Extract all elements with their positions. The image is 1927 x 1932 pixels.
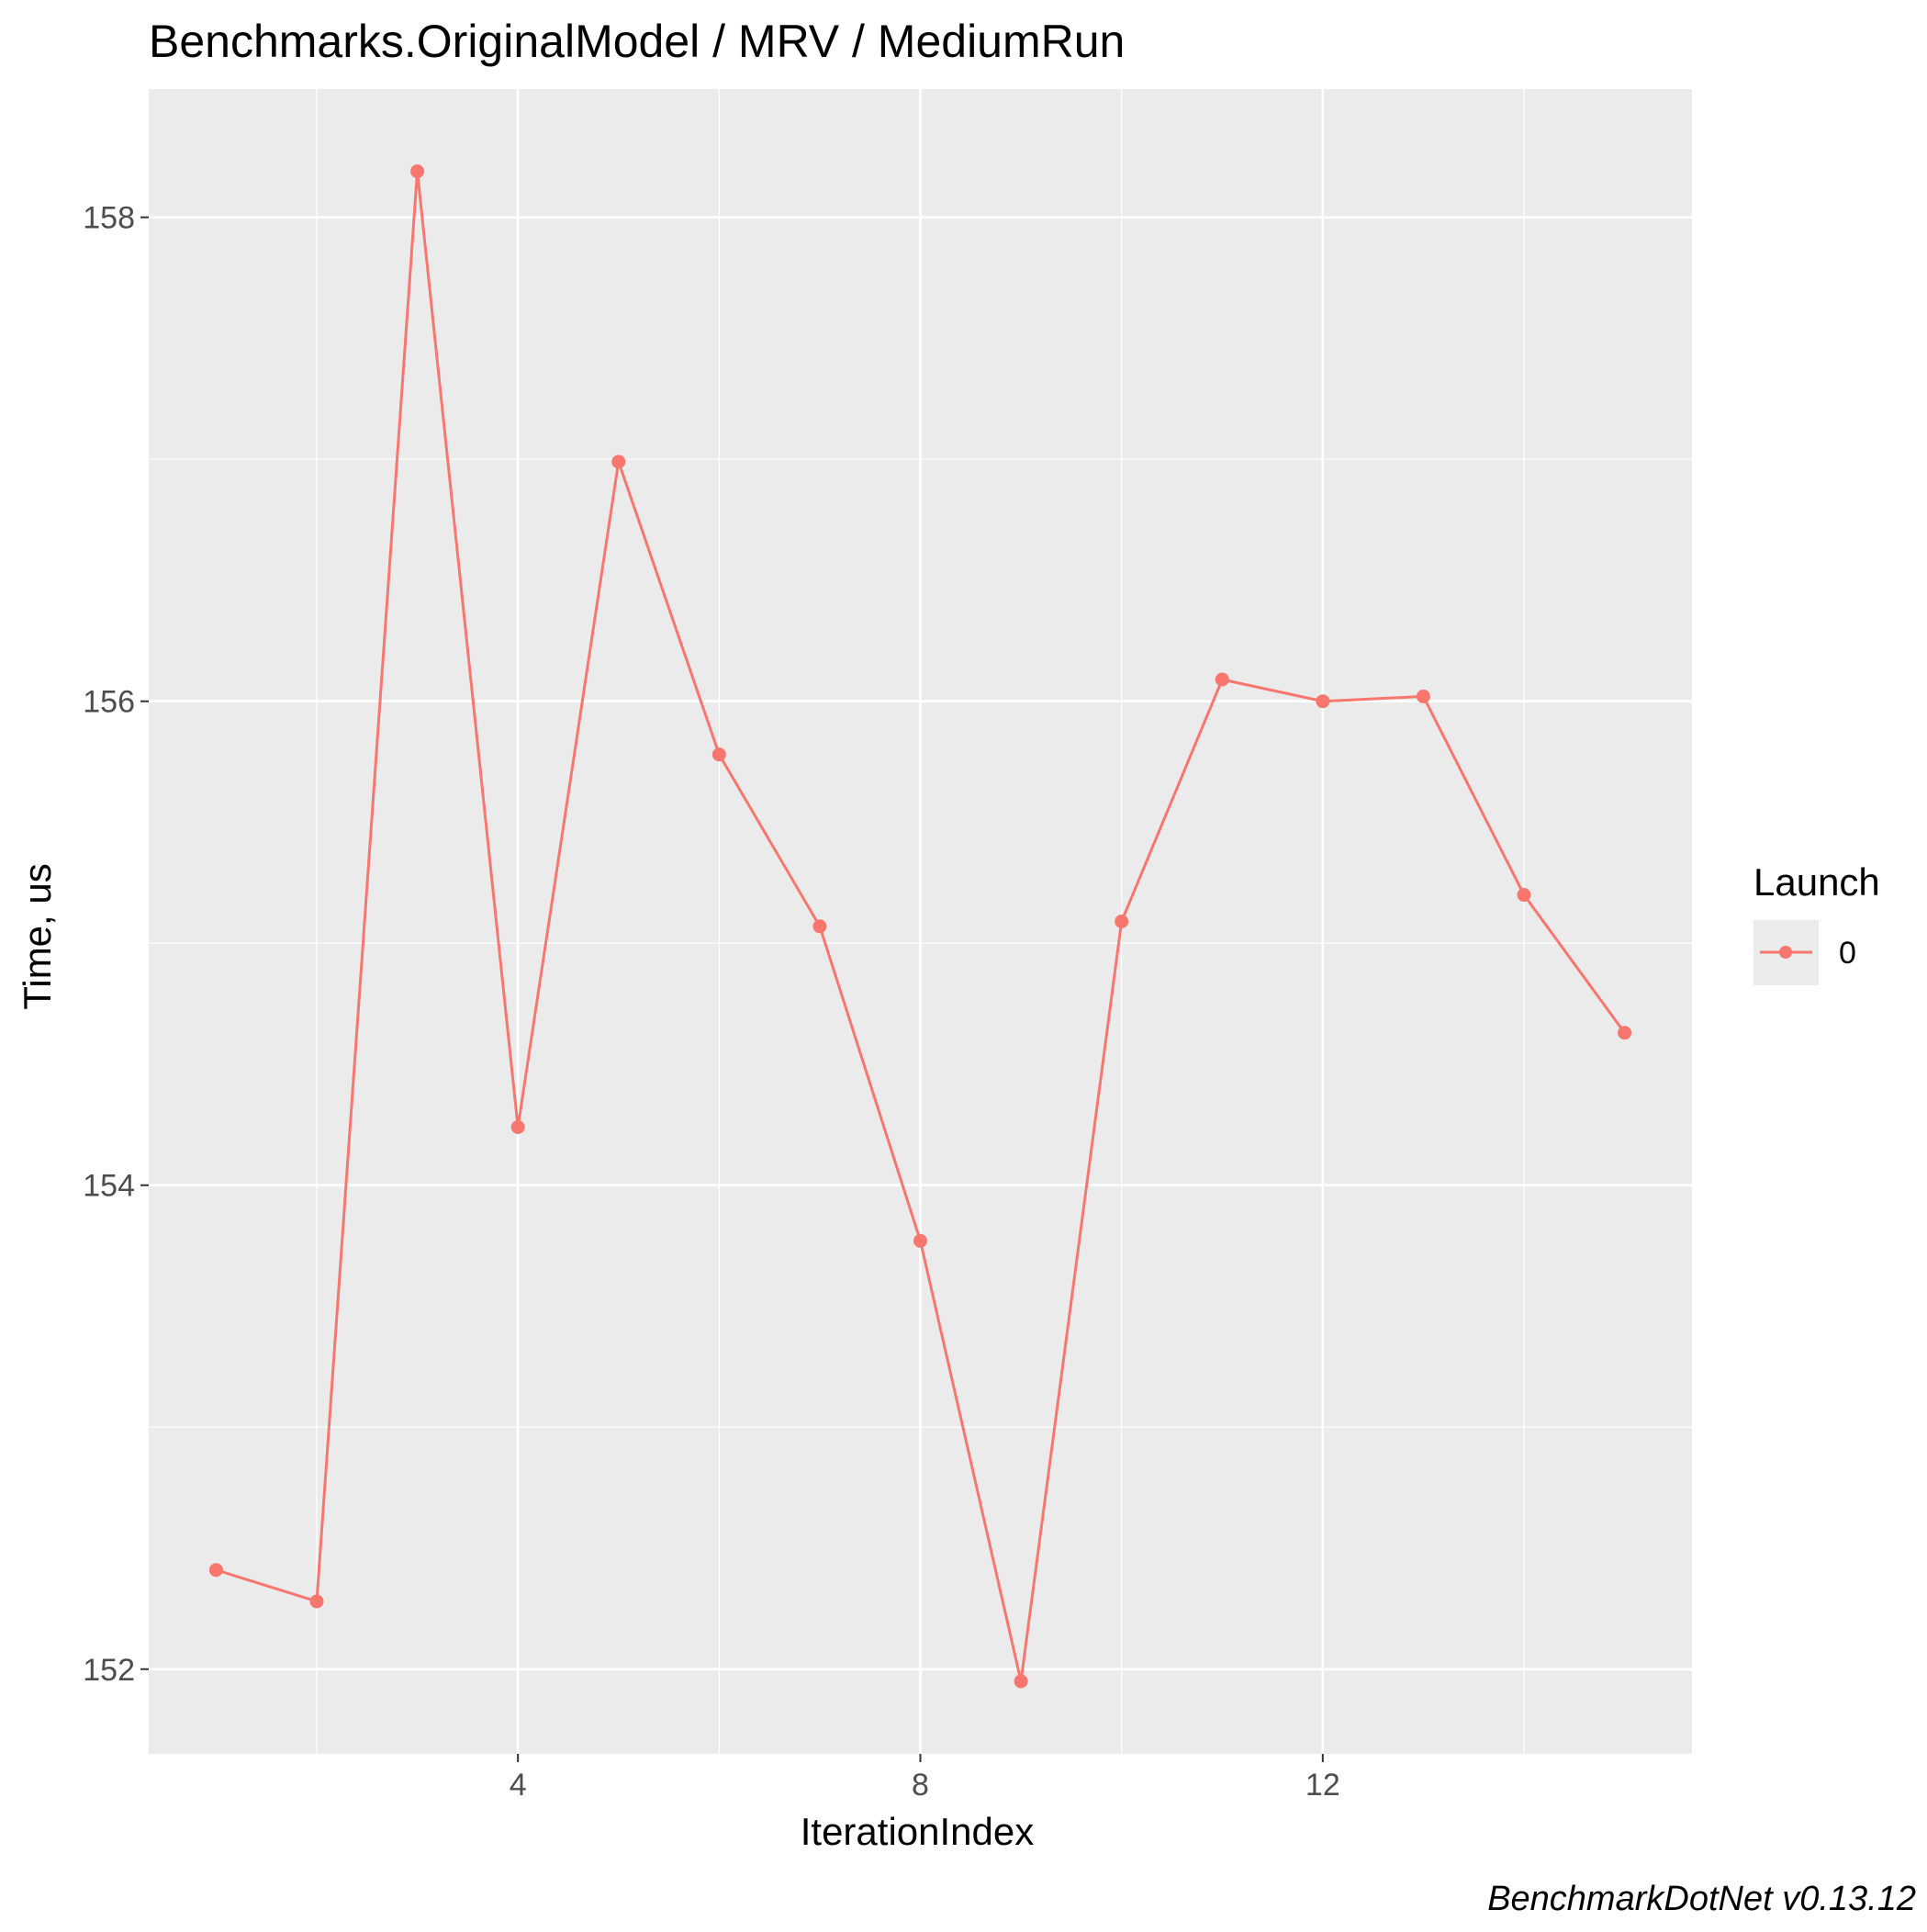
data-point (1215, 672, 1229, 687)
data-point (510, 1119, 525, 1134)
data-point (1618, 1026, 1632, 1040)
data-point (208, 1563, 223, 1578)
data-point (711, 747, 726, 762)
caption: BenchmarkDotNet v0.13.12 (1487, 1880, 1916, 1918)
data-point (913, 1233, 927, 1248)
x-tick-label: 12 (1305, 1768, 1340, 1803)
legend-label-0: 0 (1839, 936, 1856, 971)
y-tick-label: 158 (83, 201, 135, 236)
y-axis-title: Time, us (16, 863, 59, 1009)
legend-title: Launch (1753, 860, 1880, 904)
data-point (1014, 1674, 1028, 1689)
axes: 4 8 12 152 154 156 158 (83, 201, 1339, 1803)
data-point (611, 455, 626, 469)
data-point (812, 919, 827, 934)
series-layer (208, 164, 1632, 1689)
y-tick-label: 152 (83, 1653, 135, 1688)
data-point (1517, 888, 1531, 903)
legend-key-point (1779, 946, 1792, 959)
data-point (1416, 689, 1430, 703)
x-tick-label: 8 (912, 1768, 929, 1803)
data-point (309, 1594, 324, 1609)
data-point (1115, 915, 1129, 928)
data-point (1316, 694, 1330, 709)
chart-title: Benchmarks.OriginalModel / MRV / MediumR… (149, 16, 1125, 67)
y-tick-label: 156 (83, 685, 135, 720)
legend: Launch 0 (1753, 860, 1880, 985)
y-tick-label: 154 (83, 1169, 135, 1204)
x-axis-title: IterationIndex (801, 1810, 1035, 1853)
data-point (410, 164, 425, 179)
x-tick-label: 4 (510, 1768, 527, 1803)
